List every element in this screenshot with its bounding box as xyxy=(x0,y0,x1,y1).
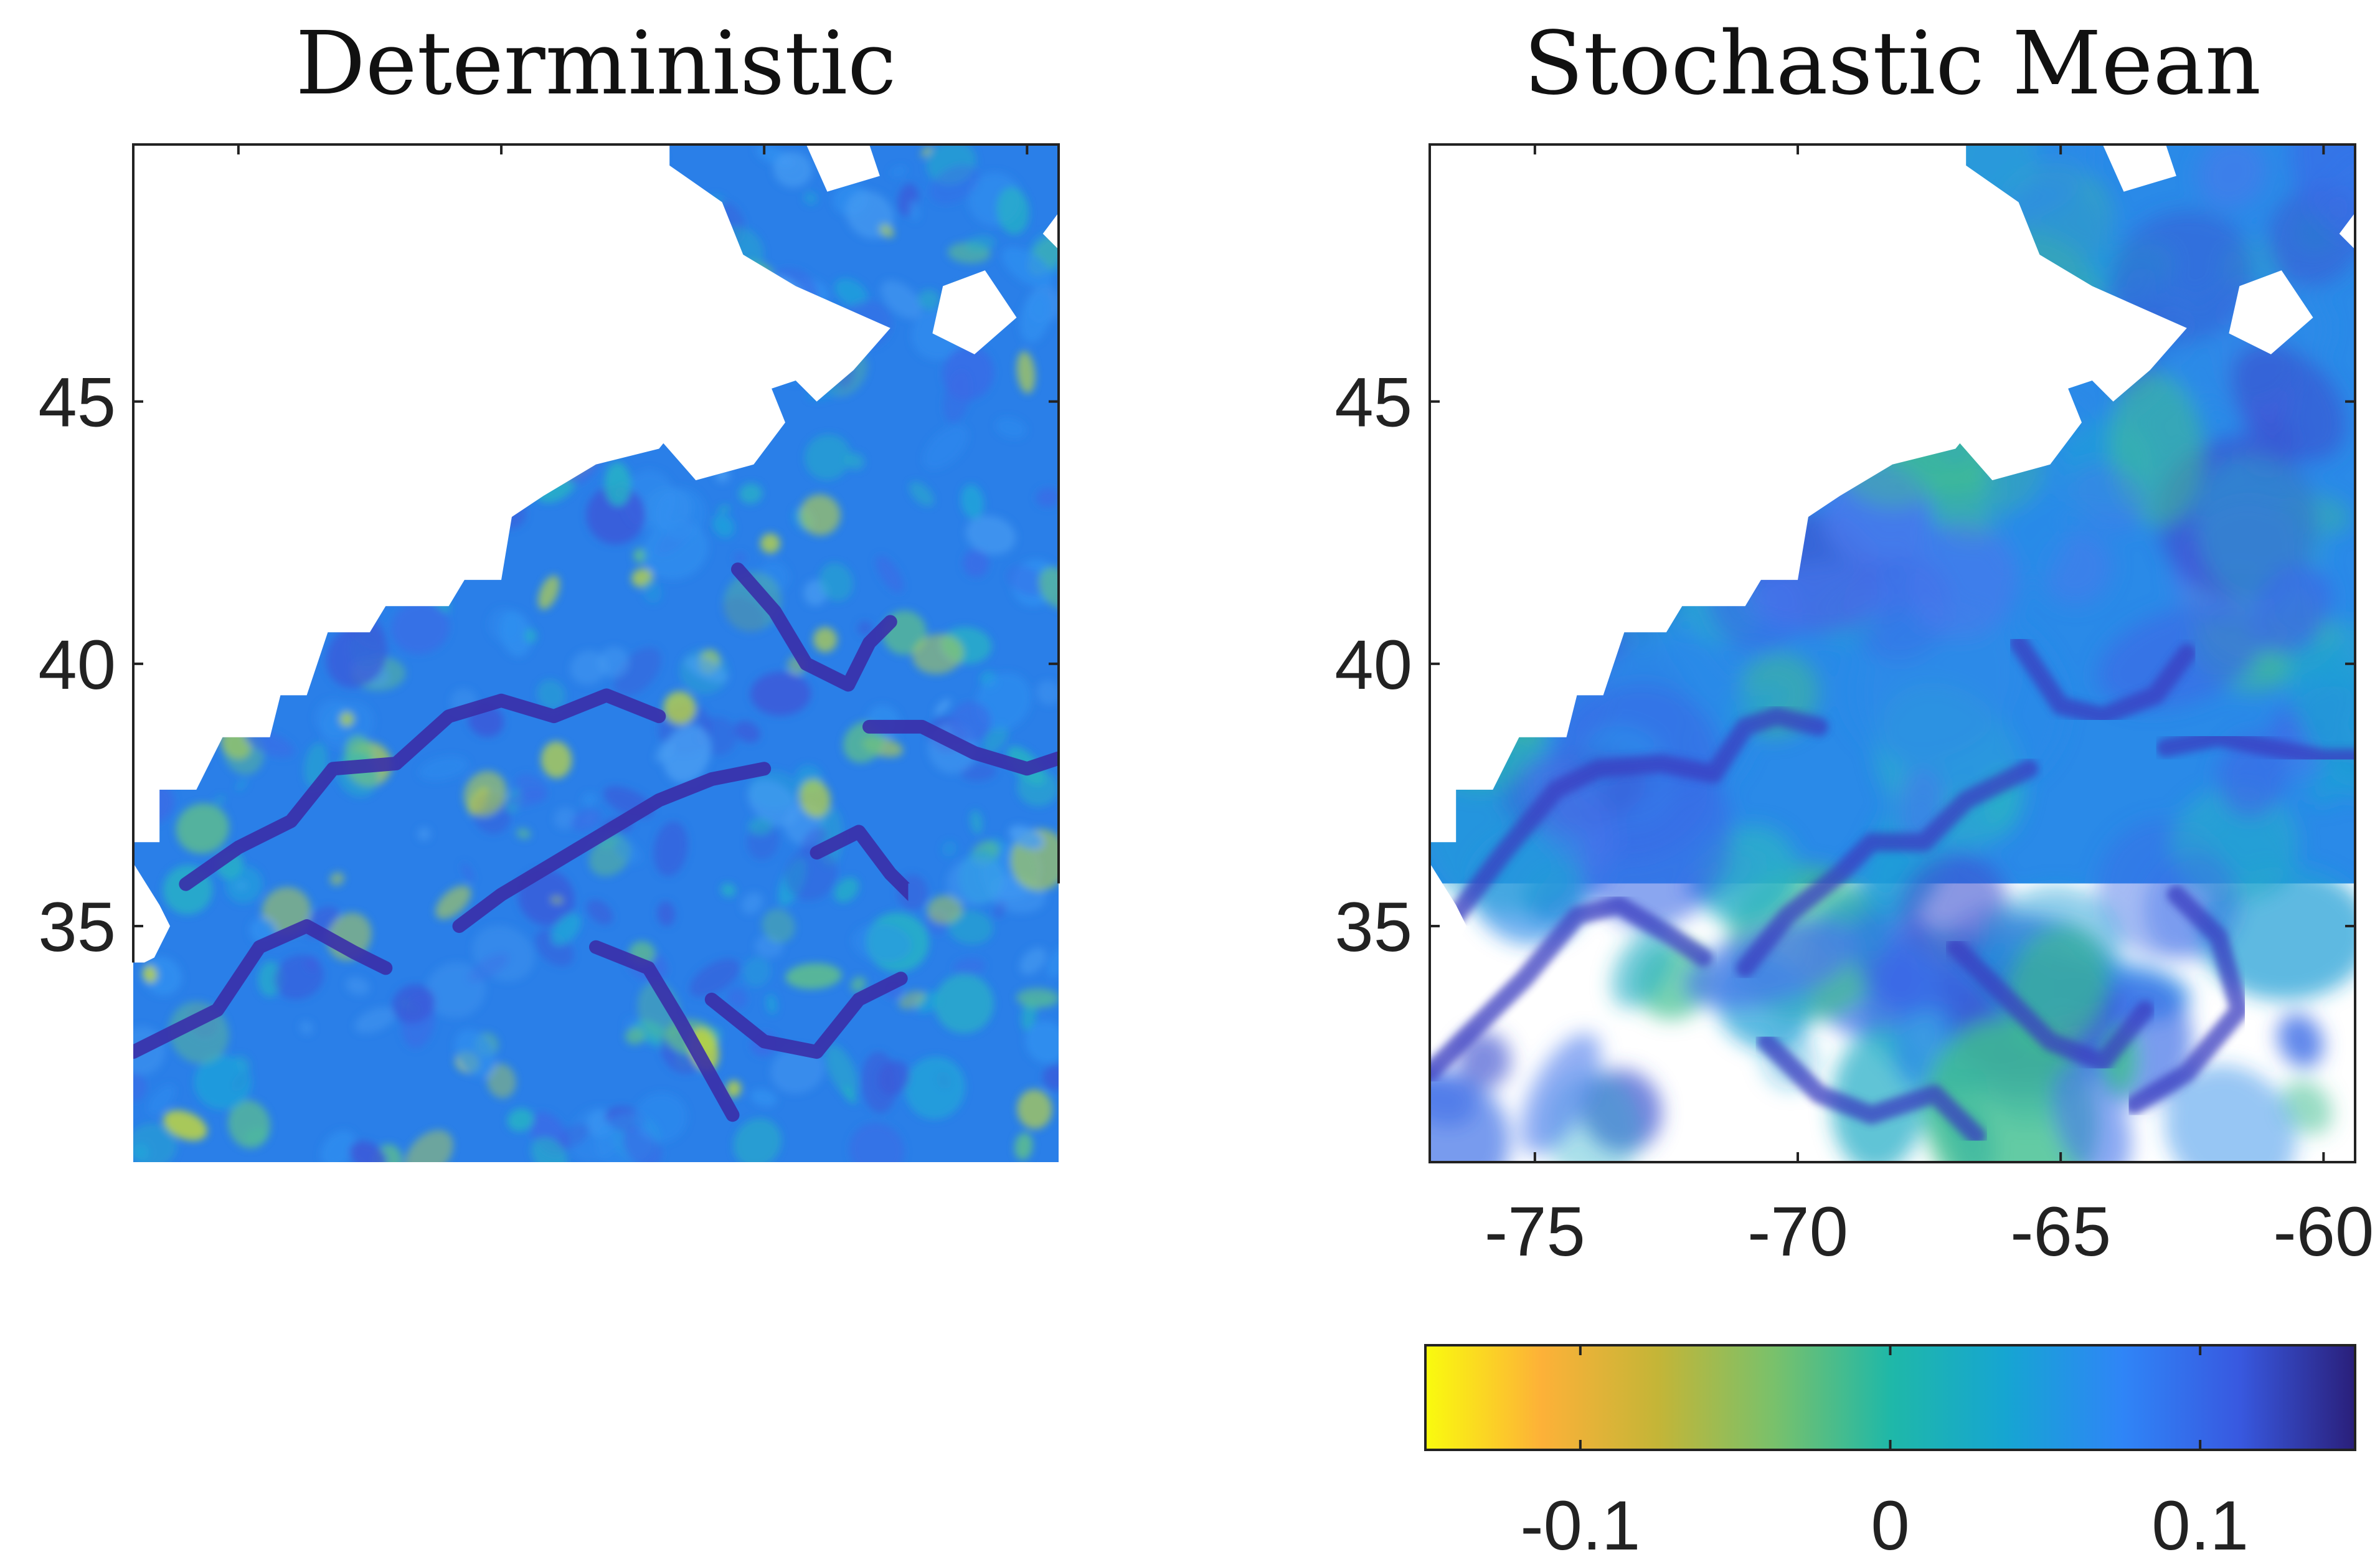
colorbar: -0.1 0 0.1 xyxy=(133,1345,1063,1552)
y-tick-label: 45 xyxy=(38,364,116,442)
colorbar-fill xyxy=(133,1345,1063,1450)
y-tick-label: 45 xyxy=(1334,364,1412,442)
x-tick-label: -60 xyxy=(2273,1193,2374,1270)
x-tick-label: -65 xyxy=(714,1193,815,1270)
colorbar-tick-label: 0 xyxy=(578,1487,617,1552)
colorbar-tick-label: -0.1 xyxy=(228,1487,348,1552)
y-tick-label: 40 xyxy=(38,626,116,704)
colorbar-tick-label: 0 xyxy=(1871,1487,1909,1552)
y-tick-label: 40 xyxy=(1334,626,1412,704)
heatmap-field xyxy=(1347,49,2380,1236)
colorbar-tick-label: -0.1 xyxy=(1520,1487,1640,1552)
panel-deterministic: Deterministic -75 -70 -65 -60 35 40 45 -0.1 0 0… xyxy=(38,13,1083,1552)
colorbar-tick-label: 0.1 xyxy=(859,1487,956,1552)
colorbar-fill xyxy=(1425,1345,2355,1450)
x-tick-label: -75 xyxy=(1485,1193,1585,1270)
x-tick-label: -65 xyxy=(2010,1193,2111,1270)
x-tick-label: -75 xyxy=(188,1193,289,1270)
y-tick-label: 35 xyxy=(38,888,116,966)
x-tick-label: -70 xyxy=(451,1193,552,1270)
heatmap-field xyxy=(114,119,1084,1189)
x-tick-label: -60 xyxy=(976,1193,1077,1270)
panel-stochastic-mean: Stochastic Mean -75 -70 -65 -60 35 40 45 -0.1… xyxy=(1334,13,2380,1552)
panel-title: Deterministic xyxy=(296,13,897,115)
panel-title: Stochastic Mean xyxy=(1524,13,2261,115)
x-tick-label: -70 xyxy=(1747,1193,1848,1270)
colorbar-tick-label: 0.1 xyxy=(2151,1487,2249,1552)
colorbar: -0.1 0 0.1 xyxy=(1425,1345,2355,1552)
y-tick-label: 35 xyxy=(1334,888,1412,966)
